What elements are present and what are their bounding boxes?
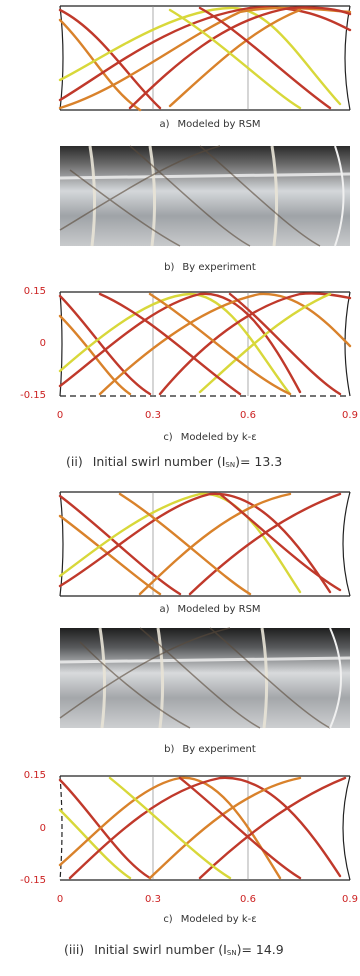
- experiment-caption-1: b) By experiment: [90, 262, 330, 273]
- y-tick-label: 0: [16, 338, 46, 349]
- x-tick-label: 0.3: [138, 894, 168, 905]
- heading-value: )= 13.3: [235, 454, 282, 469]
- heading-text: Initial swirl number (I: [93, 454, 226, 469]
- x-tick-label: 0: [45, 894, 75, 905]
- experiment-caption-2: b) By experiment: [90, 744, 330, 755]
- x-tick-label: 0.9: [335, 894, 360, 905]
- caption-letter: a): [159, 119, 169, 130]
- y-tick-label: 0.15: [16, 286, 46, 297]
- rsm-panel-1: [0, 0, 360, 120]
- experiment-photo-2: [0, 622, 360, 732]
- heading-number: (iii): [64, 942, 84, 957]
- caption-letter: c): [163, 432, 172, 443]
- ke-caption-1: c) Modeled by k-ε: [90, 432, 330, 443]
- heading-subscript: SN: [225, 461, 235, 469]
- heading-subscript: SN: [227, 949, 237, 957]
- caption-letter: b): [164, 262, 174, 273]
- ke-panel-1: [0, 286, 360, 406]
- y-tick-label: 0: [16, 823, 46, 834]
- ke-caption-2: c) Modeled by k-ε: [90, 914, 330, 925]
- caption-text: Modeled by RSM: [177, 119, 260, 130]
- heading-text: Initial swirl number (I: [94, 942, 227, 957]
- y-tick-label: -0.15: [16, 390, 46, 401]
- caption-text: Modeled by RSM: [177, 604, 260, 615]
- rsm-caption-2: a) Modeled by RSM: [90, 604, 330, 615]
- x-tick-label: 0.9: [335, 410, 360, 421]
- caption-text: Modeled by k-ε: [181, 432, 257, 443]
- caption-text: Modeled by k-ε: [181, 914, 257, 925]
- caption-text: By experiment: [182, 262, 255, 273]
- caption-letter: b): [164, 744, 174, 755]
- heading-number: (ii): [66, 454, 83, 469]
- caption-letter: a): [159, 604, 169, 615]
- y-tick-label: 0.15: [16, 770, 46, 781]
- rsm-panel-2: [0, 486, 360, 606]
- section-heading-1: (ii) Initial swirl number (ISN)= 13.3: [66, 454, 282, 469]
- y-tick-label: -0.15: [16, 875, 46, 886]
- x-tick-label: 0.6: [233, 410, 263, 421]
- x-tick-label: 0.3: [138, 410, 168, 421]
- x-tick-label: 0: [45, 410, 75, 421]
- heading-value: )= 14.9: [237, 942, 284, 957]
- caption-letter: c): [163, 914, 172, 925]
- experiment-photo-1: [0, 140, 360, 250]
- caption-text: By experiment: [182, 744, 255, 755]
- ke-panel-2: [0, 770, 360, 890]
- rsm-caption-1: a) Modeled by RSM: [90, 119, 330, 130]
- section-heading-2: (iii) Initial swirl number (ISN)= 14.9: [64, 942, 284, 957]
- x-tick-label: 0.6: [233, 894, 263, 905]
